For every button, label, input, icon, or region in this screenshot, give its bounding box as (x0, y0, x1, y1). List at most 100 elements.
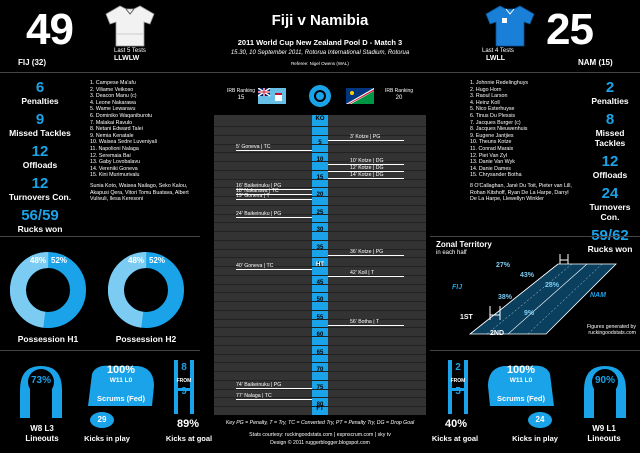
match-subtitle: 2011 World Cup New Zealand Pool D - Matc… (237, 38, 403, 47)
home-scrum-title: Scrums (Fed) (97, 394, 145, 403)
away-kicks-in-play: 24 (528, 412, 552, 428)
home-timeline-panel (214, 115, 312, 415)
home-stat-turnovers: 12 Turnovers Con. (8, 175, 72, 203)
home-player: 2. Viliame Veikoso (90, 86, 134, 93)
home-goal-made: 8 (181, 362, 187, 373)
home-event: 24' Baikeinuku | PG (236, 210, 282, 217)
away-stat-offloads: 12 Offloads (592, 153, 628, 181)
away-event-line (328, 139, 404, 141)
home-irb-label: IRB Ranking (226, 88, 256, 94)
clock-icon (309, 85, 331, 107)
away-player: 5. Nico Esterhuyse (470, 106, 515, 113)
away-event-line (328, 171, 404, 172)
away-player: 2. Hugo Horn (470, 86, 502, 93)
home-event-line (236, 388, 312, 389)
possession-h2-home-arc (108, 252, 184, 328)
territory-first-label: 1ST (460, 314, 473, 321)
away-stat-penalties: 2 Penalties (591, 79, 629, 107)
timeline-ht-label: HT (316, 262, 324, 268)
away-player: 4. Heinz Koll (470, 99, 500, 106)
namibia-jersey-icon (485, 5, 535, 47)
design-credit: Design © 2011 ruggerblogger.blogspot.com (270, 440, 370, 446)
home-player: 9. Nemia Kenatale (90, 132, 134, 139)
away-player: 6. Tinus Du Plessis (470, 112, 516, 119)
away-lineout-pct: 90% (594, 375, 615, 386)
home-goal-pct: 89% (176, 418, 200, 430)
away-player: 9. Eugene Jantjies (470, 132, 514, 139)
timeline-stripe (214, 161, 426, 162)
timeline-stripe (214, 283, 426, 285)
home-event: 5' Goneva | TC (236, 144, 271, 150)
timeline-tick: 50 (316, 297, 324, 303)
timeline-stripe (214, 344, 426, 346)
away-player: 8. Jacques Nieuwenhuis (470, 126, 528, 133)
home-stat-offloads: 12 Offloads (22, 143, 58, 171)
home-squad-list: 1. Campese Ma'afu 2. Viliame Veikoso 3. … (90, 80, 196, 203)
home-event: 74' Baikeinuku | PG (236, 382, 282, 388)
away-event: 12' Kotze | DG (350, 165, 384, 171)
away-irb-ranking: 20 (395, 95, 403, 101)
timeline-stripe (214, 169, 426, 171)
home-goalpost-icon (174, 360, 194, 414)
timeline-stripe (214, 353, 426, 355)
match-venue: 15.30, 10 September 2011, Rotorua Intern… (230, 50, 410, 56)
timeline-stripe (214, 379, 426, 381)
territory-credit: Figures generated by ruckingoodstats.com (586, 324, 636, 336)
timeline-stripe (214, 204, 426, 206)
timeline-tick: 5 (318, 139, 322, 146)
away-stat-missed-tackles: 8 Missed Tackles (594, 111, 626, 149)
home-player: 1. Campese Ma'afu (90, 80, 136, 86)
away-event-line (328, 276, 404, 277)
away-player: 15. Chrysander Botha (470, 172, 522, 179)
territory-zone-5: 38% (498, 294, 513, 301)
away-stat-rucks: 59/62 Rucks won (587, 227, 633, 255)
away-goal-made: 2 (455, 362, 461, 373)
timeline-stripe (214, 362, 426, 364)
away-player: 1. Johnnie Redelinghuys (470, 80, 529, 86)
timeline-stripe (214, 274, 426, 276)
home-goal-label: Kicks at goal (165, 434, 213, 443)
home-stat-missed-tackles: 9 Missed Tackles (9, 111, 71, 139)
timeline-stripe (214, 152, 426, 154)
territory-zone-1: 27% (496, 262, 511, 269)
possession-h1-home: 48% (30, 256, 47, 265)
away-event: 56' Botha | T (350, 319, 380, 325)
timeline-tick: 75 (316, 384, 324, 391)
timeline-stripe (214, 134, 426, 136)
home-player: 11. Napolioni Nalaga (90, 145, 139, 152)
timeline-tick: 65 (316, 349, 324, 356)
timeline-tick: 30 (316, 227, 324, 233)
away-scrum-title: Scrums (Fed) (497, 394, 545, 403)
territory-fiji-tag: FIJ (452, 284, 463, 291)
home-bench: Sunia Koto, Waisea Nailago, Seko Kalou, … (90, 182, 189, 203)
away-event: 3' Kotze | PG (350, 133, 381, 140)
away-goal-label: Kicks at goal (431, 434, 479, 443)
timeline-ft-label: FT (316, 406, 324, 412)
timeline-tick: 55 (316, 314, 324, 321)
timeline-stripe (214, 126, 426, 127)
timeline-stripe (214, 222, 426, 224)
timeline-tick: 80 (316, 402, 324, 408)
home-team-code: FIJ (32) (18, 58, 47, 67)
home-event: 40' Goneva | TC (236, 263, 274, 269)
timeline-stripe (214, 239, 426, 241)
away-event-line (328, 164, 404, 165)
away-event: 36' Kotze | PG (350, 249, 384, 255)
timeline-stripe (214, 336, 426, 337)
away-team-code: NAM (15) (578, 58, 613, 67)
territory-zone-2: 43% (520, 272, 535, 279)
timeline-axis (312, 115, 328, 415)
home-scrum-wl: W11 L0 (109, 377, 133, 384)
home-goal-total: 9 (181, 386, 187, 397)
home-player: 10. Waisea Sedre Luveniyali (90, 139, 157, 146)
away-player: 14. Danie Dames (470, 165, 511, 172)
home-player: 12. Seremaia Bai (90, 152, 131, 159)
header-divider (0, 72, 640, 73)
timeline-stripe (214, 301, 426, 302)
timeline-tick: 45 (316, 279, 324, 286)
away-stats: 2 Penalties 8 Missed Tackles 12 Offloads… (580, 79, 640, 255)
home-scrum-icon (88, 365, 154, 406)
timeline-stripe (214, 231, 426, 232)
away-form: LWLL (486, 55, 506, 62)
away-irb-label: IRB Ranking (384, 88, 414, 94)
